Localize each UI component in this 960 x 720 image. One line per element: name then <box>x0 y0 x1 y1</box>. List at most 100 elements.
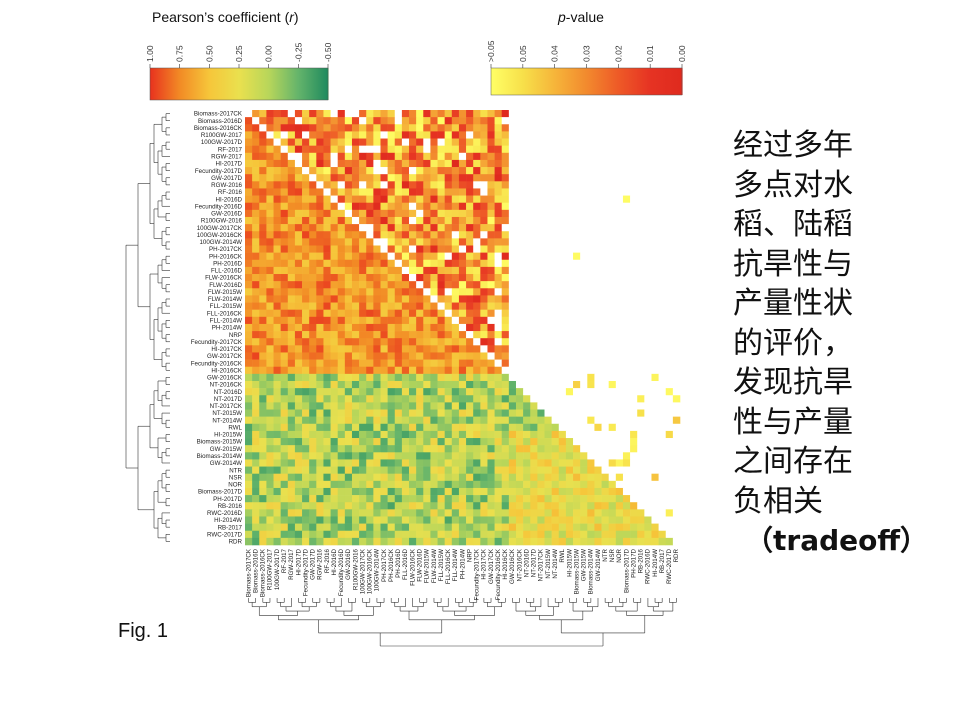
heatmap-cell <box>245 416 253 425</box>
heatmap-cell <box>487 110 495 118</box>
heatmap-cell <box>580 209 588 218</box>
heatmap-cell <box>573 188 581 196</box>
heatmap-cell <box>487 188 495 196</box>
heatmap-cell <box>323 181 331 189</box>
heatmap-cell <box>658 423 667 432</box>
heatmap-cell <box>551 388 560 396</box>
heatmap-cell <box>537 295 545 303</box>
heatmap-cell <box>259 316 267 325</box>
heatmap-cell <box>651 209 659 218</box>
heatmap-cell <box>252 473 260 482</box>
heatmap-cell <box>294 452 303 460</box>
heatmap-cell <box>523 338 531 346</box>
heatmap-cell <box>622 131 631 139</box>
heatmap-cell <box>487 152 495 161</box>
heatmap-cell <box>287 509 296 517</box>
heatmap-cell <box>294 316 303 325</box>
heatmap-cell <box>594 473 602 482</box>
heatmap-cell <box>530 331 538 339</box>
heatmap-cell <box>259 295 267 303</box>
heatmap-cell <box>266 423 274 432</box>
heatmap-cell <box>651 409 659 417</box>
heatmap-cell <box>294 416 303 425</box>
column-label: NT-2017D <box>531 548 538 577</box>
heatmap-cell <box>330 373 339 382</box>
heatmap-cell <box>266 409 274 417</box>
heatmap-cell <box>444 152 453 161</box>
heatmap-cell <box>508 281 517 289</box>
heatmap-cell <box>644 430 652 439</box>
heatmap-cell <box>266 274 274 282</box>
heatmap-cell <box>394 167 403 175</box>
heatmap-cell <box>337 131 346 139</box>
heatmap-cell <box>523 380 531 389</box>
heatmap-cell <box>451 167 460 175</box>
heatmap-cell <box>294 266 303 275</box>
row-label: FLL-2016CK <box>207 310 243 317</box>
heatmap-cell <box>573 331 581 339</box>
heatmap-cell <box>487 323 495 332</box>
heatmap-cell <box>380 181 388 189</box>
heatmap-cell <box>594 487 602 496</box>
heatmap-cell <box>316 359 324 368</box>
heatmap-cell <box>473 209 481 218</box>
heatmap-cell <box>387 352 396 360</box>
heatmap-cell <box>480 388 488 396</box>
heatmap-cell <box>608 159 617 168</box>
heatmap-cell <box>530 380 538 389</box>
heatmap-cell <box>259 131 267 139</box>
heatmap-cell <box>622 238 631 246</box>
heatmap-cell <box>537 252 545 261</box>
heatmap-cell <box>630 523 638 532</box>
heatmap-cell <box>587 373 595 382</box>
heatmap-cell <box>416 302 424 310</box>
heatmap-cell <box>373 159 381 168</box>
heatmap-cell <box>266 195 274 204</box>
heatmap-cell <box>580 138 588 146</box>
heatmap-cell <box>401 295 410 303</box>
heatmap-cell <box>594 110 602 118</box>
heatmap-cell <box>615 509 624 517</box>
heatmap-cell <box>359 288 367 296</box>
heatmap-cell <box>658 430 667 439</box>
heatmap-cell <box>501 224 510 232</box>
heatmap-cell <box>380 452 388 460</box>
heatmap-cell <box>608 530 617 539</box>
heatmap-cell <box>280 124 289 132</box>
heatmap-cell <box>359 167 367 175</box>
heatmap-cell <box>259 395 267 403</box>
heatmap-cell <box>323 352 331 360</box>
heatmap-cell <box>451 345 460 353</box>
heatmap-cell <box>523 502 531 510</box>
heatmap-cell <box>508 416 517 425</box>
heatmap-cell <box>337 224 346 232</box>
heatmap-cell <box>380 202 388 211</box>
heatmap-cell <box>558 131 567 139</box>
heatmap-cell <box>373 117 381 125</box>
heatmap-cell <box>252 174 260 182</box>
heatmap-cell <box>366 174 374 182</box>
heatmap-cell <box>544 331 552 339</box>
heatmap-cell <box>487 117 495 125</box>
heatmap-cell <box>302 445 310 453</box>
heatmap-cell <box>409 445 417 453</box>
heatmap-cell <box>580 331 588 339</box>
heatmap-cell <box>580 145 588 154</box>
heatmap-cell <box>665 202 674 211</box>
heatmap-cell <box>544 402 552 410</box>
heatmap-cell <box>565 188 574 196</box>
heatmap-cell <box>273 195 281 204</box>
heatmap-cell <box>309 117 317 125</box>
row-label: GW-2017CK <box>207 353 243 360</box>
heatmap-cell <box>366 480 374 489</box>
column-label: FLW-2014W <box>431 549 438 583</box>
row-label: HI-2017D <box>216 161 243 168</box>
heatmap-cell <box>287 452 296 460</box>
heatmap-cell <box>337 352 346 360</box>
heatmap-cell <box>409 295 417 303</box>
heatmap-cell <box>637 402 645 410</box>
heatmap-cell <box>565 395 574 403</box>
heatmap-cell <box>544 537 552 546</box>
heatmap-cell <box>273 473 281 482</box>
heatmap-cell <box>366 202 374 211</box>
